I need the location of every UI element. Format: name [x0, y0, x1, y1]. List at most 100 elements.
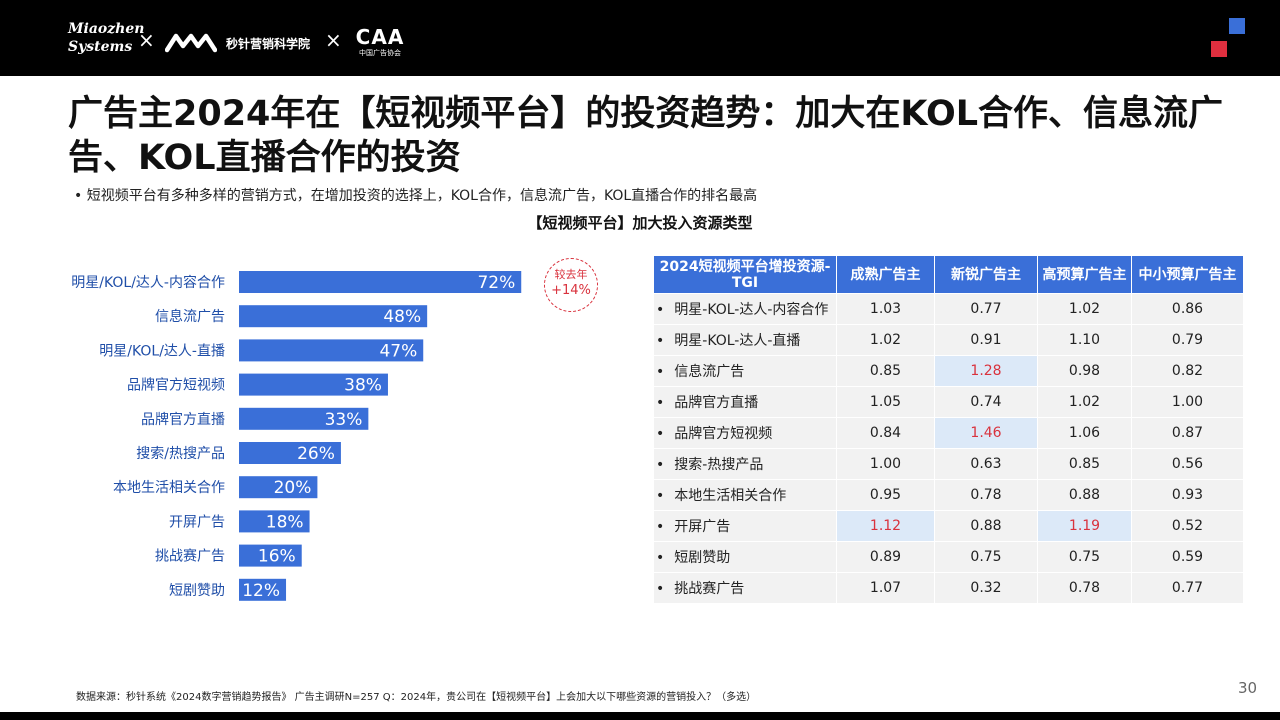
badge-value: +14% [551, 283, 591, 298]
table-cell: 0.89 [836, 541, 935, 573]
table-cell: 0.85 [836, 355, 935, 387]
table-cell: 1.02 [836, 324, 935, 356]
table-cell: 1.02 [1037, 293, 1132, 325]
mma-logo-icon [165, 33, 217, 53]
table-cell: 1.02 [1037, 386, 1132, 418]
table-cell: 0.59 [1131, 541, 1244, 573]
category-label: 明星/KOL/达人-内容合作 [71, 274, 225, 291]
logo-text-line1: Miaozhen [68, 21, 145, 37]
value-label: 38% [344, 376, 382, 396]
value-label: 20% [274, 478, 312, 498]
table-header: 高预算广告主 [1037, 255, 1132, 294]
value-label: 16% [258, 547, 296, 567]
miaozhen-academy-logo: 秒针营销科学院 [226, 37, 311, 51]
table-cell: 1.00 [836, 448, 935, 480]
table-cell: 0.93 [1131, 479, 1244, 511]
table-row-label: 短剧赞助 [653, 541, 837, 573]
table-cell: 0.95 [836, 479, 935, 511]
cross-icon: × [138, 28, 155, 52]
table-cell: 0.88 [934, 510, 1038, 542]
value-label: 33% [325, 410, 363, 430]
table-cell: 0.75 [1037, 541, 1132, 573]
value-label: 48% [383, 307, 421, 327]
table-cell: 0.63 [934, 448, 1038, 480]
cross-icon: × [325, 28, 342, 52]
table-cell: 0.78 [1037, 572, 1132, 604]
value-label: 72% [477, 273, 515, 293]
table-body: 明星-KOL-达人-内容合作1.030.771.020.86明星-KOL-达人-… [653, 293, 1244, 604]
decor-square-red [1211, 41, 1227, 57]
table-cell: 0.88 [1037, 479, 1132, 511]
value-label: 47% [379, 341, 417, 361]
bar [239, 578, 287, 601]
bar [239, 476, 318, 499]
table-row-label: 品牌官方短视频 [653, 417, 837, 449]
value-label: 26% [297, 444, 335, 464]
bullet-text: • 短视频平台有多种多样的营销方式，在增加投资的选择上，KOL合作，信息流广告，… [74, 188, 758, 204]
value-label: 18% [266, 512, 304, 532]
table-row: 明星-KOL-达人-直播1.020.911.100.79 [653, 324, 1244, 356]
table-cell: 1.10 [1037, 324, 1132, 356]
table-cell: 0.56 [1131, 448, 1244, 480]
page-title: 广告主2024年在【短视频平台】的投资趋势：加大在KOL合作、信息流广告、KOL… [68, 94, 1224, 178]
category-label: 品牌官方短视频 [127, 377, 225, 394]
footer-bar [0, 712, 1280, 720]
table-cell: 0.74 [934, 386, 1038, 418]
table-row-label: 挑战赛广告 [653, 572, 837, 604]
table-cell: 0.91 [934, 324, 1038, 356]
bar [239, 510, 310, 533]
table-cell: 0.86 [1131, 293, 1244, 325]
category-label: 明星/KOL/达人-直播 [99, 342, 225, 359]
bar [239, 271, 522, 293]
category-label: 本地生活相关合作 [113, 480, 225, 496]
table-header: 新锐广告主 [934, 255, 1038, 294]
tgi-table: 2024短视频平台增投资源-TGI 成熟广告主 新锐广告主 高预算广告主 中小预… [653, 255, 1244, 604]
page-number: 30 [1238, 679, 1258, 697]
yoy-growth-badge: 较去年 +14% [544, 258, 598, 312]
category-label: 短剧赞助 [169, 583, 225, 599]
table-row-label: 开屏广告 [653, 510, 837, 542]
table-row-label: 品牌官方直播 [653, 386, 837, 418]
table-cell: 0.79 [1131, 324, 1244, 356]
data-source-note: 数据来源：秒针系统《2024数字营销趋势报告》 广告主调研N=257 Q：202… [76, 692, 757, 703]
value-label: 12% [242, 581, 280, 601]
table-row-label: 明星-KOL-达人-直播 [653, 324, 837, 356]
table-cell: 1.19 [1037, 510, 1132, 542]
table-cell: 1.12 [836, 510, 935, 542]
table-cell: 1.06 [1037, 417, 1132, 449]
bar [239, 407, 369, 430]
header-bar: Miaozhen Systems × 秒针营销科学院 × CAA 中国广告协会 [0, 0, 1280, 76]
category-label: 开屏广告 [169, 514, 225, 530]
badge-label: 较去年 [554, 268, 588, 281]
category-label: 品牌官方直播 [141, 411, 225, 428]
decor-square-blue [1229, 18, 1245, 34]
miaozhen-logo: Miaozhen Systems [68, 20, 145, 56]
table-cell: 0.77 [934, 293, 1038, 325]
table-cell: 0.82 [1131, 355, 1244, 387]
table-cell: 0.98 [1037, 355, 1132, 387]
table-header: 2024短视频平台增投资源-TGI [653, 255, 837, 294]
bar [239, 544, 302, 567]
caa-logo-subtext: 中国广告协会 [359, 49, 401, 57]
table-header-row: 2024短视频平台增投资源-TGI 成熟广告主 新锐广告主 高预算广告主 中小预… [653, 255, 1244, 294]
table-cell: 0.78 [934, 479, 1038, 511]
table-cell: 1.46 [934, 417, 1038, 449]
table-row-label: 本地生活相关合作 [653, 479, 837, 511]
table-cell: 1.05 [836, 386, 935, 418]
category-label: 挑战赛广告 [155, 549, 225, 565]
bar-chart: 明星/KOL/达人-内容合作 72% 信息流广告 48% 明星/KOL/达人-直播 47%… [71, 271, 522, 601]
table-cell: 0.85 [1037, 448, 1132, 480]
table-cell: 1.03 [836, 293, 935, 325]
logo-text-line2: Systems [68, 39, 133, 55]
table-cell: 0.75 [934, 541, 1038, 573]
caa-logo: CAA 中国广告协会 [352, 26, 408, 58]
caa-logo-text: CAA [355, 25, 405, 49]
table-header: 中小预算广告主 [1131, 255, 1244, 294]
